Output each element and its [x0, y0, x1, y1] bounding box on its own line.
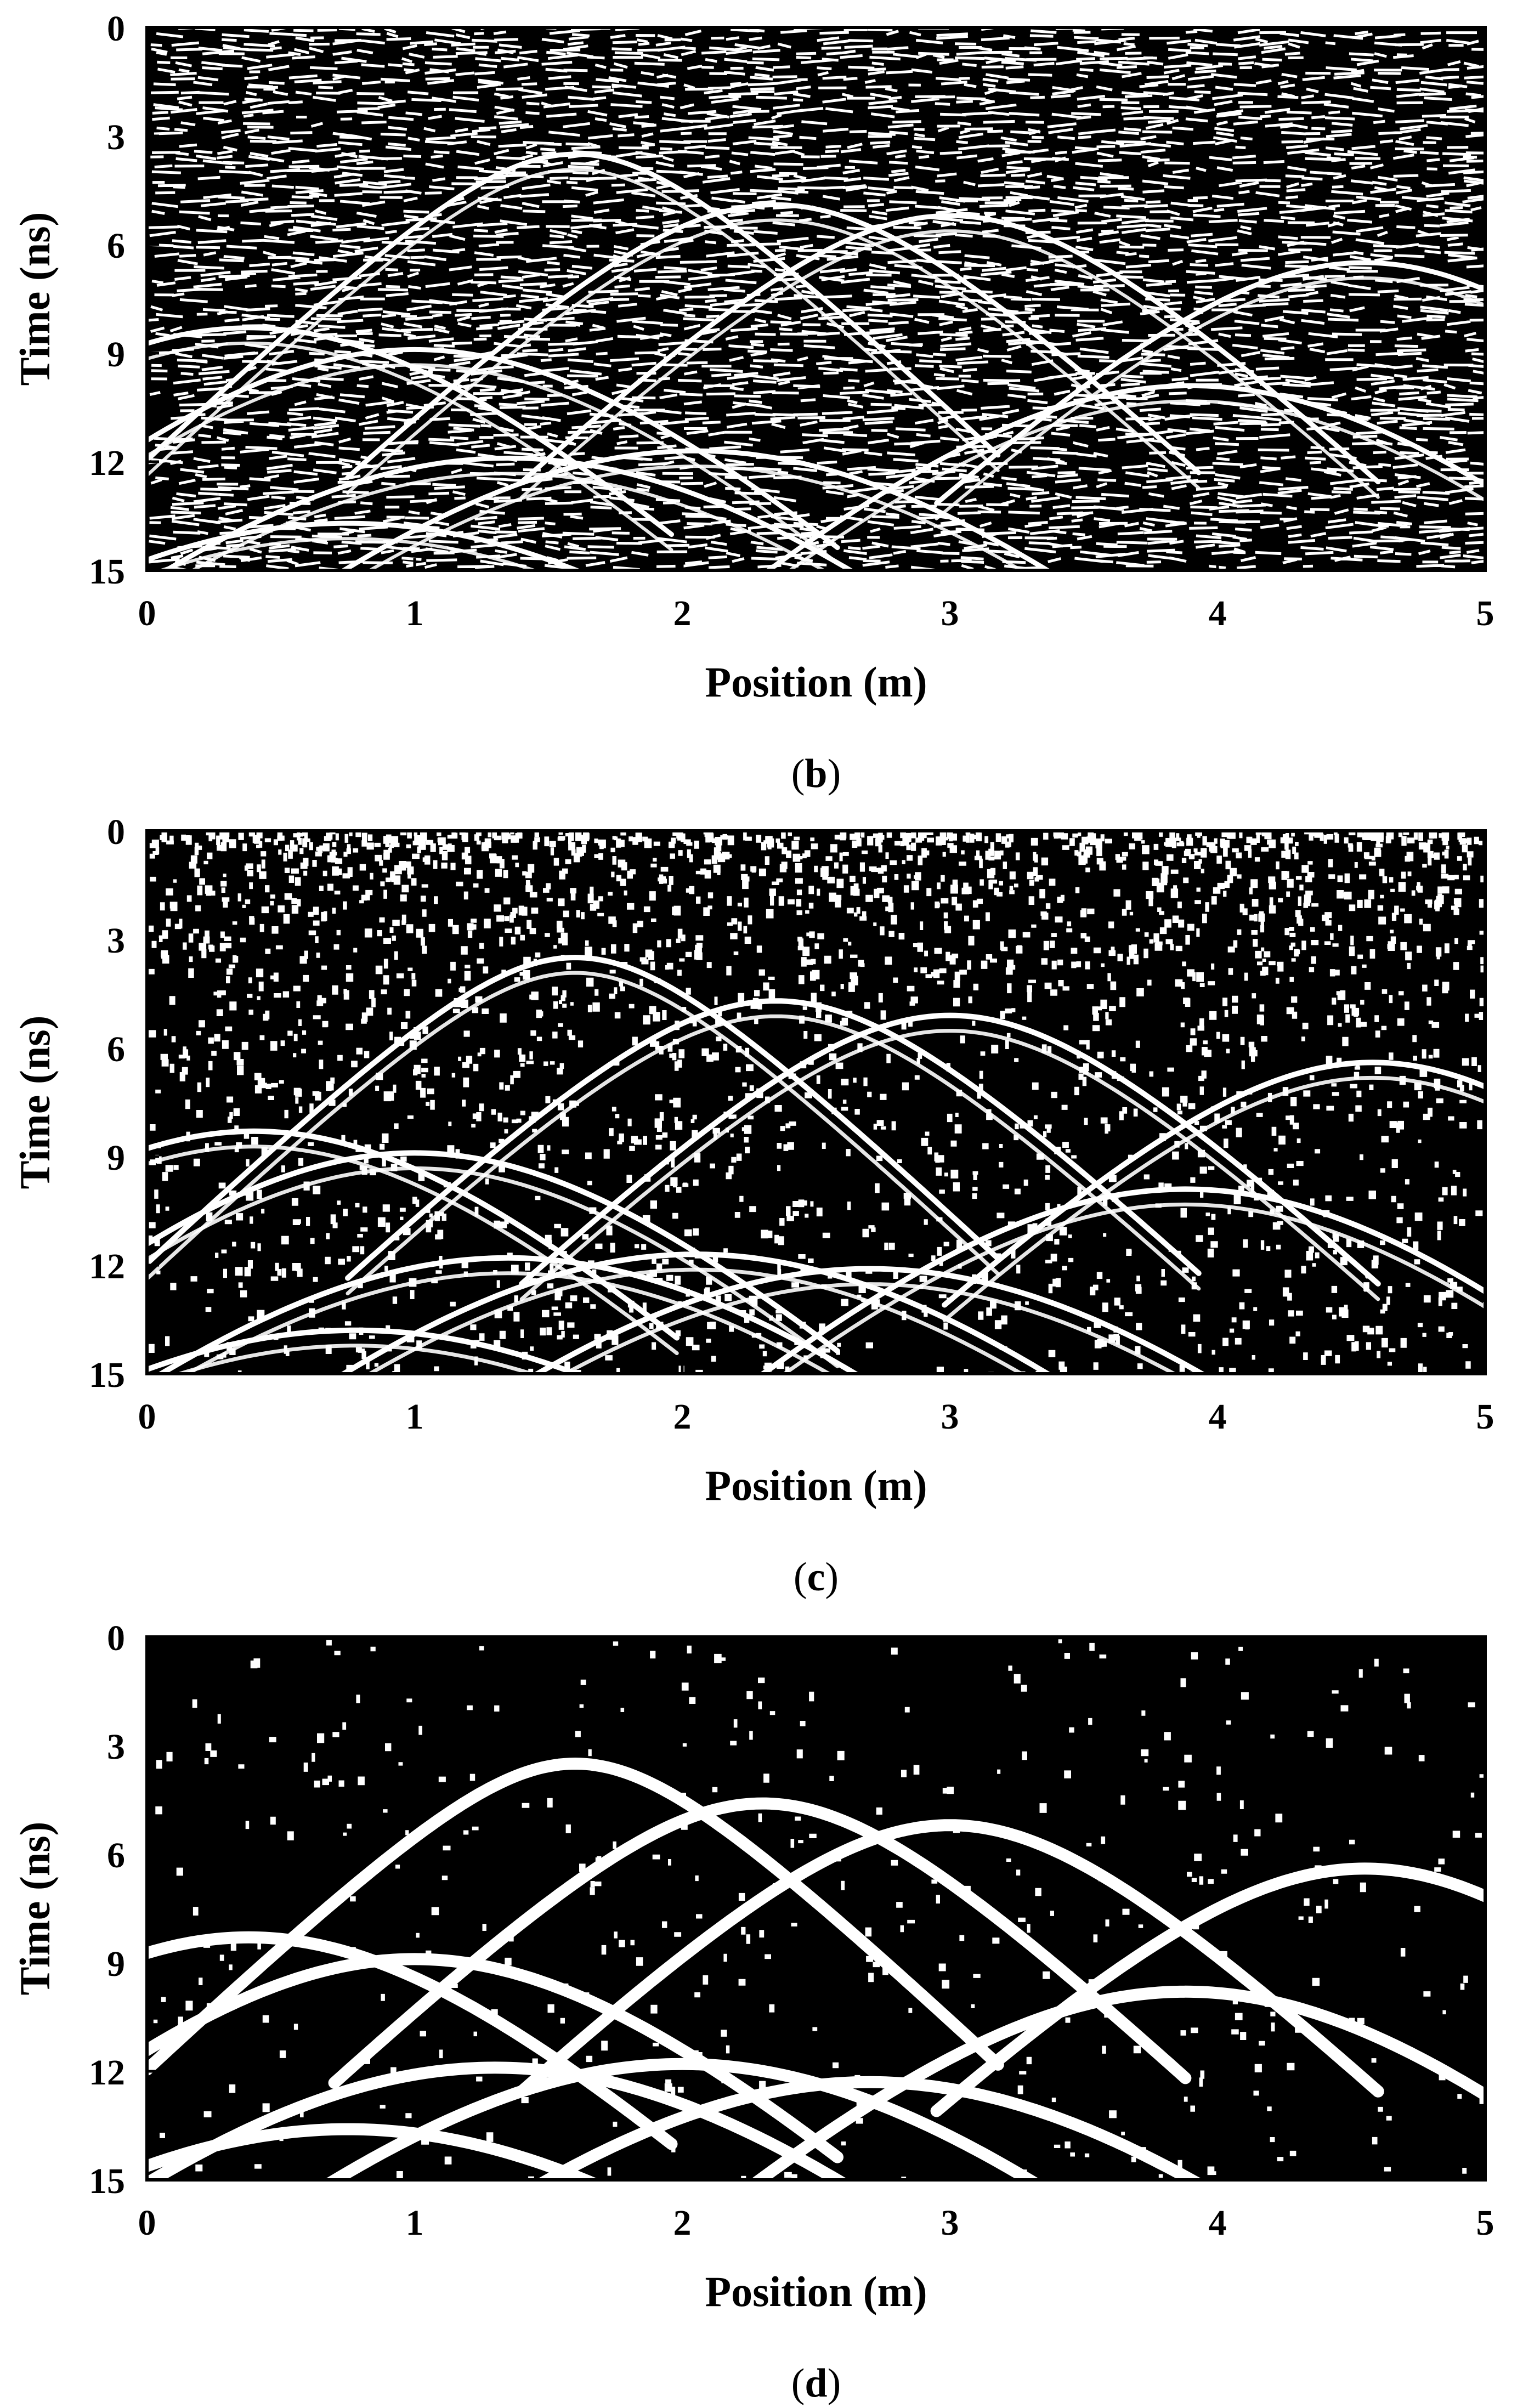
panel-c-ytick-label: 15	[89, 1355, 125, 1395]
panel-b-reflection-3-echo	[147, 167, 1000, 477]
panel-d-reflection-9	[323, 2058, 1041, 2180]
panel-c-reflection-1-echo	[147, 1144, 679, 1356]
panel-b-caption: (b)	[791, 751, 841, 796]
panel-c-reflection-7-echo	[942, 1075, 1485, 1322]
panel-c-ytick-label: 3	[107, 921, 125, 961]
panel-b-reflection-5	[519, 213, 1381, 485]
panel-c-reflection-2-echo	[147, 1166, 840, 1369]
panel-d-xtick-label: 4	[1209, 2203, 1227, 2243]
panel-b-ylabel: Time (ns)	[11, 212, 59, 386]
panel-d-reflection-10	[535, 2076, 1204, 2180]
panel-b-reflection-6	[764, 383, 1485, 570]
panel-b-xtick-label: 2	[673, 593, 692, 633]
panel-d-xtick-label: 2	[673, 2203, 692, 2243]
panel-d-xtick-label: 3	[941, 2203, 959, 2243]
panel-c-xtick-label: 4	[1209, 1397, 1227, 1437]
panel-d-ytick-label: 0	[107, 1618, 125, 1658]
panel-d-image	[147, 1639, 1485, 2180]
panel-d-reflection-7	[930, 1862, 1485, 2117]
panel-b-reflection-10-echo	[156, 537, 540, 570]
panel-d-ytick-label: 9	[107, 1944, 125, 1984]
panel-b-reflection-7	[934, 260, 1485, 506]
panel-b-ytick-label: 6	[107, 226, 125, 266]
panel-c-ytick-label: 6	[107, 1029, 125, 1069]
panel-c-reflection-8	[156, 1255, 861, 1374]
panel-c-xtick-label: 2	[673, 1397, 692, 1437]
panel-b-reflection-3	[147, 151, 1001, 463]
panel-b-ytick-label: 3	[107, 117, 125, 157]
panel-c-xtick-label: 1	[406, 1397, 424, 1437]
panel-c-reflection-11	[147, 1327, 584, 1374]
panel-b-reflection-4	[345, 202, 1202, 480]
panel-d-ytick-label: 12	[89, 2053, 125, 2093]
panel-c-ytick-label: 0	[107, 812, 125, 852]
panel-c-reflection-7	[942, 1059, 1485, 1308]
panel-b-reflection-7-echo	[935, 276, 1485, 520]
panel-c-xtick-label: 0	[138, 1397, 156, 1437]
panel-b-reflection-2-echo	[147, 363, 839, 565]
panel-c-image	[147, 831, 1485, 1374]
panel-b-ytick-label: 0	[107, 9, 125, 49]
panel-c-xtick-label: 5	[1476, 1397, 1494, 1437]
panel-b-xtick-label: 3	[941, 593, 959, 633]
panel-b-ytick-label: 12	[89, 443, 125, 483]
panel-c-reflection-9	[338, 1251, 1053, 1374]
panel-c-reflection-1	[147, 1128, 680, 1341]
panel-d-ytick-label: 6	[107, 1835, 125, 1876]
panel-b-reflection-5-echo	[520, 229, 1380, 499]
panel-b-reflection-1-echo	[147, 341, 673, 552]
panel-c-reflection-3	[147, 954, 1001, 1266]
panel-c-ylabel: Time (ns)	[11, 1015, 59, 1189]
panel-c-frame	[145, 829, 1487, 1375]
panel-d-reflection-8	[147, 2061, 849, 2180]
panel-b-xtick-label: 0	[138, 593, 156, 633]
panel-c-reflection-6	[758, 1186, 1485, 1374]
panel-d-reflection-3	[147, 1757, 1004, 2076]
panel-b-xtick-label: 1	[406, 593, 424, 633]
panel-b-image	[147, 27, 1485, 570]
panel-c-reflection-4	[345, 998, 1202, 1281]
panel-c-reflection-4-echo	[346, 1014, 1201, 1296]
panel-b-reflection-10	[147, 520, 584, 570]
panel-c-reflection-3-echo	[147, 971, 1000, 1281]
panel-c-xtick-label: 3	[941, 1397, 959, 1437]
panel-d-reflection-1	[147, 1931, 678, 2150]
panel-b-xlabel: Position (m)	[705, 658, 927, 706]
panel-d-reflection-5	[516, 1819, 1384, 2098]
panel-b-reflection-8-echo	[189, 472, 828, 570]
panel-c-reflection-10	[531, 1266, 1208, 1374]
panel-d-xtick-label: 1	[406, 2203, 424, 2243]
panel-b-xtick-label: 5	[1476, 593, 1494, 633]
panel-b-reflection-8	[161, 455, 856, 570]
panel-d-reflection-11	[147, 2123, 601, 2180]
panel-c-ytick-label: 12	[89, 1247, 125, 1287]
panel-c-ytick-label: 9	[107, 1138, 125, 1178]
panel-d-reflection-4	[328, 1797, 1192, 2089]
panel-c-reflection-5-echo	[519, 1029, 1380, 1301]
panel-b-frame	[145, 26, 1487, 572]
panel-d-ytick-label: 3	[107, 1727, 125, 1767]
panel-d-frame	[145, 1635, 1487, 2182]
panel-d-xlabel: Position (m)	[705, 2268, 927, 2315]
panel-b-ytick-label: 9	[107, 335, 125, 375]
panel-b-ytick-label: 15	[89, 552, 125, 592]
panel-c-reflection-5	[519, 1012, 1381, 1287]
panel-b-reflection-1	[147, 325, 674, 537]
panel-d-xtick-label: 0	[138, 2203, 156, 2243]
panel-c-reflection-10-echo	[561, 1282, 1179, 1374]
panel-c-xlabel: Position (m)	[705, 1461, 927, 1509]
panel-b-xtick-label: 4	[1209, 593, 1227, 633]
panel-d-ylabel: Time (ns)	[11, 1821, 59, 1995]
panel-d-caption: (d)	[791, 2361, 841, 2406]
panel-b-reflection-4-echo	[346, 218, 1201, 495]
panel-b-reflection-9	[339, 448, 1052, 570]
panel-d-xtick-label: 5	[1476, 2203, 1494, 2243]
panel-d-ytick-label: 15	[89, 2161, 125, 2201]
panel-c-caption: (c)	[794, 1555, 839, 1600]
